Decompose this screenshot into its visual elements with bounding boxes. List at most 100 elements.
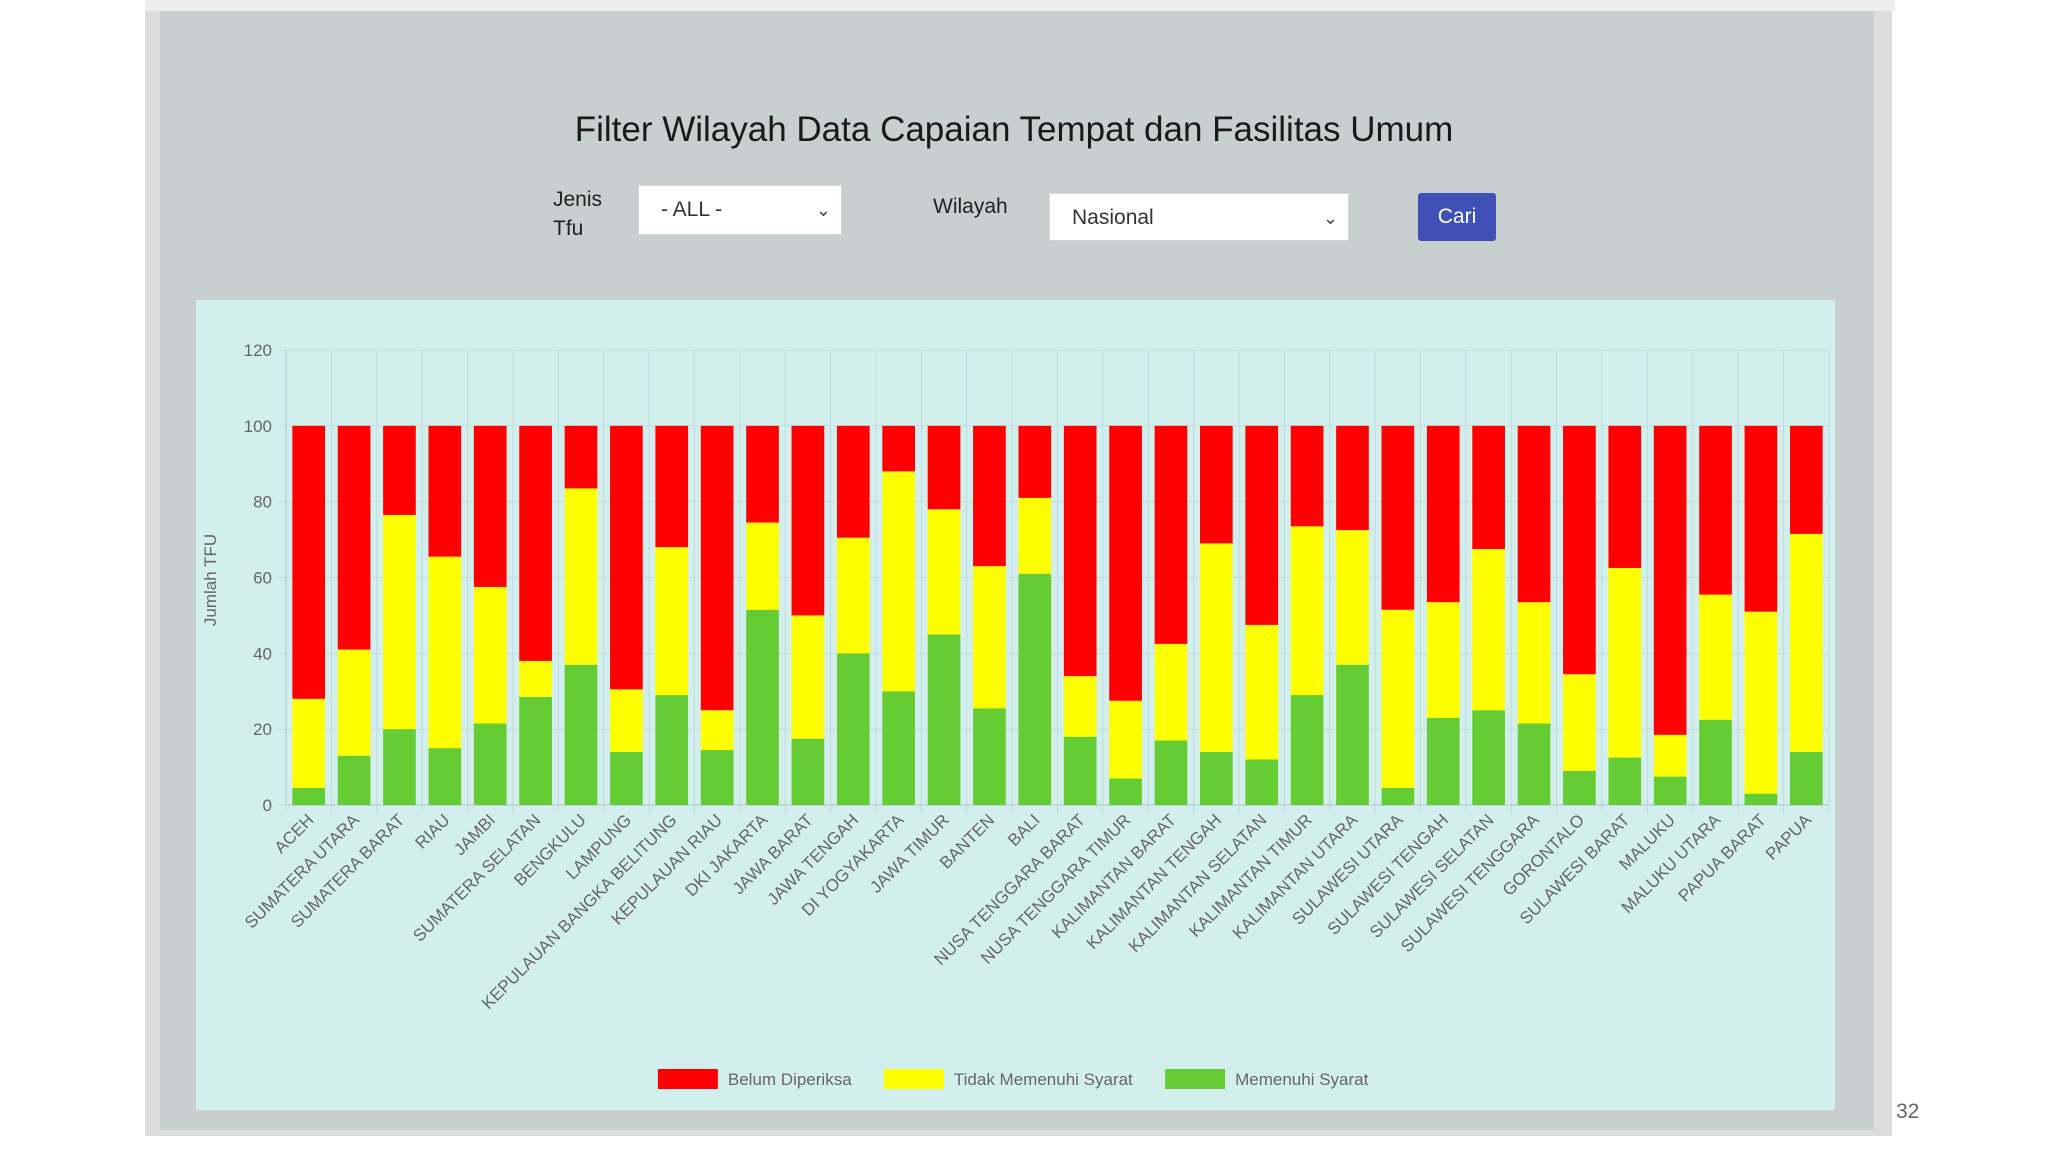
y-tick-label: 80 (253, 493, 272, 512)
cari-button[interactable]: Cari (1418, 193, 1496, 241)
bar-segment (428, 556, 462, 749)
legend-swatch (657, 1069, 718, 1089)
legend-label: Tidak Memenuhi Syarat (954, 1070, 1133, 1089)
bar-segment (1608, 568, 1642, 758)
bar-segment (1109, 778, 1142, 805)
bar-segment (1472, 549, 1505, 711)
bar-segment (746, 425, 779, 523)
jenis-tfu-select[interactable]: - ALL - ⌄ (638, 185, 842, 235)
bar-segment (1563, 674, 1596, 771)
bar-segment (1109, 700, 1142, 779)
bar-segment (1789, 751, 1823, 805)
bar-segment (1381, 609, 1415, 788)
legend: Belum Diperiksa Tidak Memenuhi Syarat Meme… (657, 1069, 1369, 1089)
bar-segment (973, 708, 1006, 805)
bar-segment (1063, 736, 1097, 805)
bar-segment (473, 586, 507, 724)
bar-segment (1426, 717, 1460, 805)
bar-segment (700, 750, 734, 805)
bar-segment (1018, 497, 1052, 574)
bar-segment (1517, 602, 1551, 724)
bar-segment (1063, 425, 1097, 677)
bar-segment (1154, 740, 1188, 805)
bar-segment (791, 425, 825, 616)
bar-segment (383, 425, 416, 515)
bar-segment (1245, 624, 1279, 760)
x-tick-label: PAPUA (1762, 810, 1816, 864)
bar-segment (1653, 776, 1687, 805)
bar-segment (927, 509, 961, 635)
bar-segment (1381, 425, 1415, 610)
bar-segment (519, 660, 552, 697)
bar-segment (655, 425, 689, 548)
bar-segment (791, 615, 825, 739)
bar-segment (882, 425, 915, 472)
bar-segment (292, 787, 326, 805)
bar-segment (473, 723, 507, 805)
bar-segment (337, 425, 371, 650)
wilayah-label: Wilayah (933, 195, 1008, 218)
wilayah-select[interactable]: Nasional ⌄ (1049, 193, 1349, 241)
chevron-down-icon: ⌄ (1322, 208, 1338, 228)
y-tick-label: 40 (253, 644, 272, 663)
bar-segment (1789, 533, 1823, 752)
bar-segment (700, 710, 734, 751)
bar-segment (655, 547, 689, 696)
bar-segment (1744, 611, 1778, 794)
bar-segment (1336, 425, 1369, 531)
legend-label: Belum Diperiksa (728, 1070, 852, 1089)
bar-segment (973, 425, 1006, 567)
bar-segment (1154, 425, 1188, 644)
bar-segment (1472, 425, 1505, 550)
chart-container: 0 20 40 60 80 100 120 ACEH SUMATERA UTARA SUMATE… (196, 300, 1835, 1110)
bar-segment (1517, 723, 1551, 805)
chevron-down-icon: ⌄ (815, 200, 831, 220)
bar-segment (1336, 664, 1369, 805)
bar-segment (1200, 751, 1233, 805)
bar-segment (519, 425, 552, 661)
bar-segment (1018, 425, 1052, 498)
grid-lines (278, 349, 1830, 813)
bar-segment (1563, 425, 1596, 675)
bar-segment (564, 488, 598, 665)
wilayah-value: Nasional (1072, 206, 1154, 229)
bar-segment (610, 425, 643, 690)
bar-segment (1426, 425, 1460, 603)
bar-segment (383, 729, 416, 805)
bar-segment (1109, 425, 1142, 701)
y-tick-label: 100 (244, 417, 272, 436)
bar-segment (564, 425, 598, 489)
y-tick-label: 60 (253, 569, 272, 588)
bar-segment (473, 425, 507, 587)
x-tick-label: BALI (1004, 810, 1043, 849)
y-axis-ticks: 0 20 40 60 80 100 120 (244, 341, 272, 815)
bar-segment (1608, 425, 1642, 569)
bar-segment (927, 425, 961, 510)
bar-segment (655, 695, 689, 805)
bar-segment (1563, 770, 1596, 805)
y-axis-label: Jumlah TFU (201, 534, 220, 626)
bar-segment (1699, 425, 1732, 595)
jenis-tfu-value: - ALL - (661, 198, 723, 221)
bar-segment (1653, 734, 1687, 777)
bar-segment (746, 609, 779, 805)
bars (292, 425, 1823, 805)
bar-segment (1381, 787, 1415, 805)
bar-segment (1517, 425, 1551, 603)
bar-segment (1200, 425, 1233, 544)
bar-segment (1426, 602, 1460, 718)
bar-segment (1245, 759, 1279, 805)
bar-segment (973, 566, 1006, 709)
bar-segment (882, 471, 915, 692)
x-tick-label: RIAU (412, 810, 454, 852)
y-tick-label: 0 (263, 796, 272, 815)
bar-segment (1290, 425, 1324, 527)
x-tick-label: JAWA TIMUR (866, 810, 952, 896)
bar-segment (564, 664, 598, 805)
legend-swatch (883, 1069, 944, 1089)
bar-segment (1472, 710, 1505, 805)
bar-segment (746, 522, 779, 610)
bar-segment (383, 514, 416, 730)
